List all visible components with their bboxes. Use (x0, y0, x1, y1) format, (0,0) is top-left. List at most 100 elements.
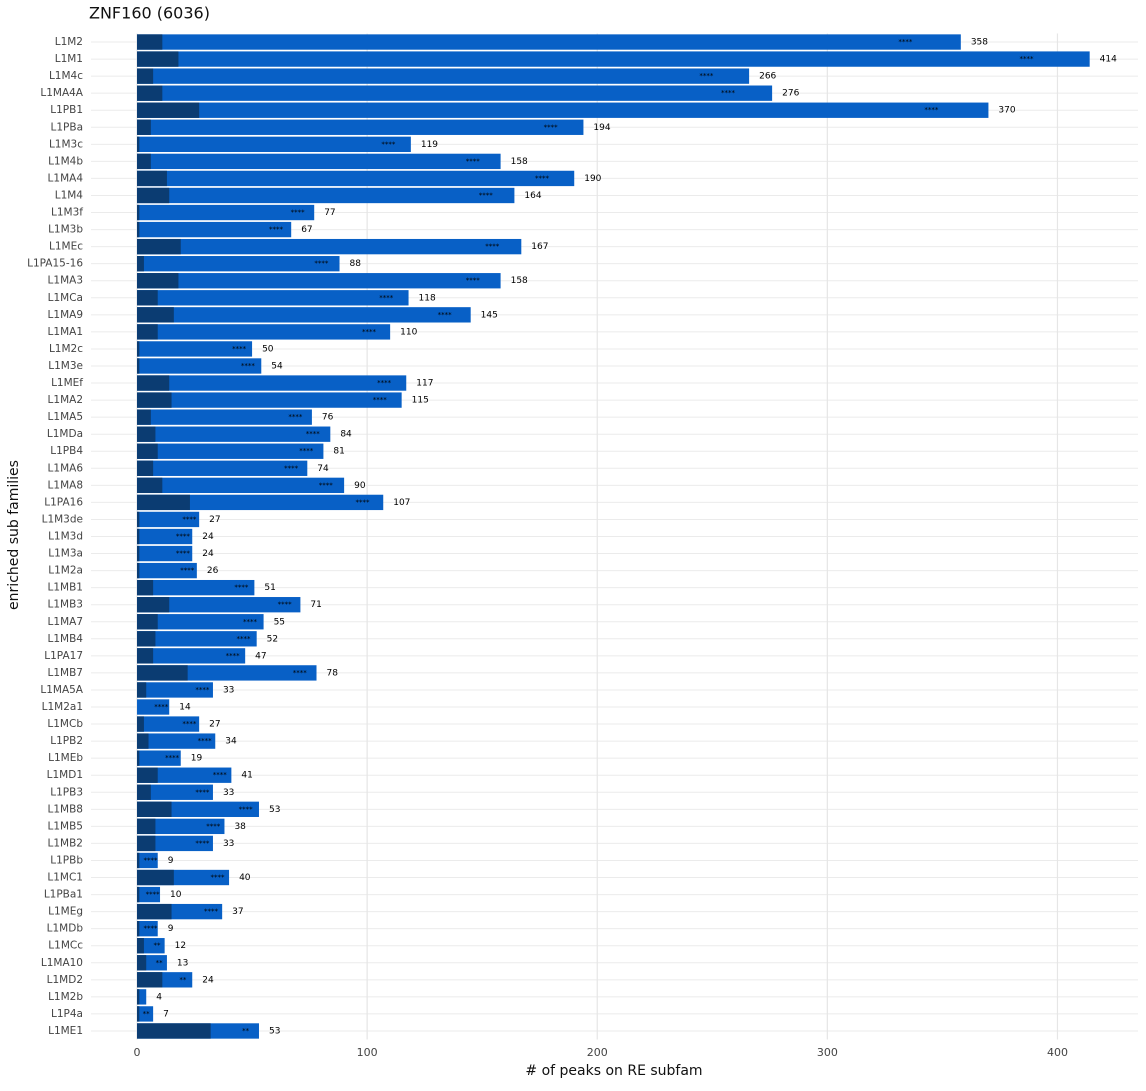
overlap-bar (137, 409, 151, 425)
significance-label: **** (319, 481, 334, 489)
value-label: 14 (179, 703, 191, 713)
overlap-bar (137, 221, 140, 238)
bar (137, 716, 200, 732)
significance-label: **** (239, 805, 254, 813)
value-label: 19 (191, 754, 203, 764)
overlap-bar (137, 136, 140, 153)
overlap-bar (137, 1006, 140, 1022)
y-tick-label: L1PB4 (50, 445, 83, 457)
chart-title: ZNF160 (6036) (89, 4, 210, 23)
value-label: 115 (412, 396, 429, 406)
value-label: 81 (333, 447, 344, 457)
overlap-bar (137, 358, 140, 374)
value-label: 33 (223, 788, 234, 798)
significance-label: **** (721, 89, 736, 97)
value-label: 90 (354, 481, 366, 491)
significance-label: ** (156, 959, 164, 967)
value-label: 145 (481, 310, 498, 320)
significance-label: **** (206, 822, 221, 830)
significance-label: **** (362, 328, 377, 336)
significance-label: **** (195, 686, 210, 694)
significance-label: **** (314, 260, 329, 268)
bar (137, 238, 522, 255)
significance-label: **** (211, 874, 226, 882)
overlap-bar (137, 324, 158, 340)
significance-label: ** (179, 976, 187, 984)
significance-label: **** (544, 123, 559, 131)
y-tick-label: L1MB8 (48, 803, 83, 815)
value-label: 27 (209, 515, 220, 525)
value-label: 24 (202, 532, 214, 542)
overlap-bar (137, 579, 154, 596)
value-label: 9 (168, 924, 174, 934)
y-tick-label: L1MD1 (47, 769, 83, 781)
y-tick-label: L1MA5A (40, 684, 83, 696)
significance-label: **** (234, 584, 249, 592)
overlap-bar (137, 68, 154, 84)
overlap-bar (137, 989, 140, 1005)
bar (137, 273, 501, 289)
overlap-bar (137, 256, 144, 272)
overlap-bar (137, 460, 154, 476)
significance-label: **** (479, 191, 494, 199)
value-label: 76 (322, 413, 334, 423)
bar (137, 68, 750, 84)
x-tick-label: 400 (1047, 1046, 1068, 1059)
value-label: 47 (255, 651, 266, 661)
overlap-bar (137, 750, 140, 766)
overlap-bar (137, 307, 174, 323)
value-label: 67 (301, 225, 312, 235)
value-label: 33 (223, 839, 234, 849)
bar (137, 648, 246, 664)
bar (137, 631, 257, 647)
value-label: 107 (393, 498, 410, 508)
significance-label: **** (535, 174, 550, 182)
overlap-bar (137, 784, 151, 800)
bar (137, 818, 225, 835)
y-tick-label: L1PBa1 (44, 889, 83, 901)
overlap-bar (137, 238, 181, 255)
significance-label: **** (176, 533, 191, 541)
value-label: 12 (175, 941, 186, 951)
significance-label: **** (195, 839, 210, 847)
y-tick-label: L1M3e (48, 360, 83, 372)
significance-label: **** (213, 771, 228, 779)
bar (137, 426, 331, 442)
significance-label: **** (165, 754, 180, 762)
bar (137, 443, 324, 459)
bar (137, 136, 411, 153)
significance-label: **** (381, 140, 396, 148)
significance-label: **** (180, 567, 195, 575)
value-label: 4 (156, 992, 162, 1002)
bar (137, 409, 312, 425)
y-tick-label: L1PA16 (44, 496, 83, 508)
bar (137, 614, 264, 630)
overlap-bar (137, 528, 140, 545)
bar (137, 597, 301, 613)
significance-label: **** (269, 226, 284, 234)
y-tick-label: L1M4 (55, 189, 84, 201)
significance-label: **** (241, 362, 256, 370)
x-tick-label: 0 (134, 1046, 141, 1059)
y-tick-label: L1PB3 (50, 786, 83, 798)
value-label: 41 (241, 771, 252, 781)
overlap-bar (137, 631, 156, 647)
overlap-bar (137, 835, 156, 852)
value-label: 117 (416, 379, 433, 389)
overlap-bar (137, 170, 167, 187)
bar (137, 477, 345, 494)
value-label: 55 (274, 617, 285, 627)
overlap-bar (137, 273, 179, 289)
value-label: 119 (421, 140, 438, 150)
bar (137, 290, 409, 306)
value-label: 10 (170, 890, 182, 900)
value-label: 266 (759, 72, 776, 82)
value-label: 53 (269, 805, 280, 815)
y-tick-label: L1M4b (48, 155, 83, 167)
value-label: 51 (264, 583, 275, 593)
overlap-bar (137, 545, 140, 562)
value-label: 78 (327, 668, 339, 678)
overlap-bar (137, 375, 170, 391)
significance-label: **** (195, 788, 210, 796)
significance-label: **** (278, 601, 293, 609)
